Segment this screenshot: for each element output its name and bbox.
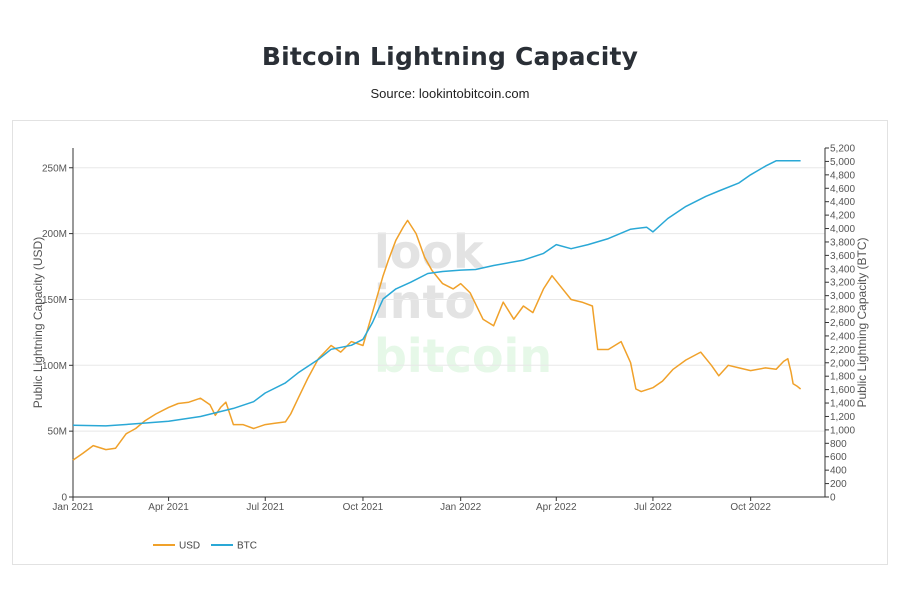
y-tick-label: 200M [42,229,67,240]
y-tick-label: 0 [61,493,67,504]
series-line-btc [72,160,801,427]
y2-tick-label: 3,400 [830,264,855,275]
y2-tick-label: 4,400 [830,197,855,208]
y2-tick-label: 2,800 [830,305,855,316]
y-tick-label: 50M [48,427,67,438]
x-tick-label: Jan 2022 [440,502,482,513]
chart-subtitle: Source: lookintobitcoin.com [370,86,530,101]
legend: USD BTC [153,541,257,552]
axes: 0 50M 100M 150M 200M 250M 0 200 400 600 800 1,000 1,… [31,144,869,514]
y-tick-label: 250M [42,163,67,174]
y2-tick-label: 3,000 [830,291,855,302]
y2-tick-label: 4,000 [830,224,855,235]
y2-tick-label: 2,400 [830,331,855,342]
x-tick-label: Jul 2021 [246,502,284,513]
x-tick-label: Oct 2021 [343,502,384,513]
watermark-word: look [374,225,485,279]
y2-tick-label: 3,200 [830,278,855,289]
x-tick-label: Jul 2022 [634,502,672,513]
y2-tick-label: 200 [830,479,847,490]
y2-tick-label: 2,600 [830,318,855,329]
y2-tick-label: 2,000 [830,358,855,369]
x-tick-label: Apr 2022 [536,502,577,513]
y2-tick-label: 1,600 [830,385,855,396]
legend-label-usd: USD [179,541,200,552]
y2-tick-label: 0 [830,493,836,504]
x-tick-label: Jan 2021 [52,502,94,513]
series-lines [72,160,802,461]
y2-tick-label: 5,200 [830,144,855,155]
y-tick-label: 100M [42,361,67,372]
watermark-logo: lookintobitcoin [374,225,552,383]
y2-tick-label: 3,600 [830,251,855,262]
y-tick-label: 150M [42,295,67,306]
y2-tick-label: 1,800 [830,372,855,383]
y2-tick-label: 1,400 [830,399,855,410]
y2-tick-label: 400 [830,466,847,477]
y2-tick-label: 800 [830,439,847,450]
y2-tick-label: 5,000 [830,157,855,168]
y2-tick-label: 2,200 [830,345,855,356]
y2-tick-label: 4,200 [830,211,855,222]
legend-label-btc: BTC [237,541,257,552]
series-line-usd [72,219,802,461]
y2-axis-title: Public Lightning Capacity (BTC) [855,237,869,407]
grid-lines [73,167,825,432]
y-axis-title: Public Lightning Capacity (USD) [31,237,45,408]
x-tick-label: Oct 2022 [730,502,771,513]
watermark-word: bitcoin [374,329,552,383]
chart-title: Bitcoin Lightning Capacity [261,42,639,71]
y2-tick-label: 600 [830,452,847,463]
y2-tick-label: 3,800 [830,237,855,248]
chart-panel [12,120,888,565]
y2-tick-label: 1,200 [830,412,855,423]
y2-tick-label: 4,800 [830,170,855,181]
x-tick-label: Apr 2021 [148,502,189,513]
y2-tick-label: 4,600 [830,184,855,195]
y2-tick-label: 1,000 [830,425,855,436]
